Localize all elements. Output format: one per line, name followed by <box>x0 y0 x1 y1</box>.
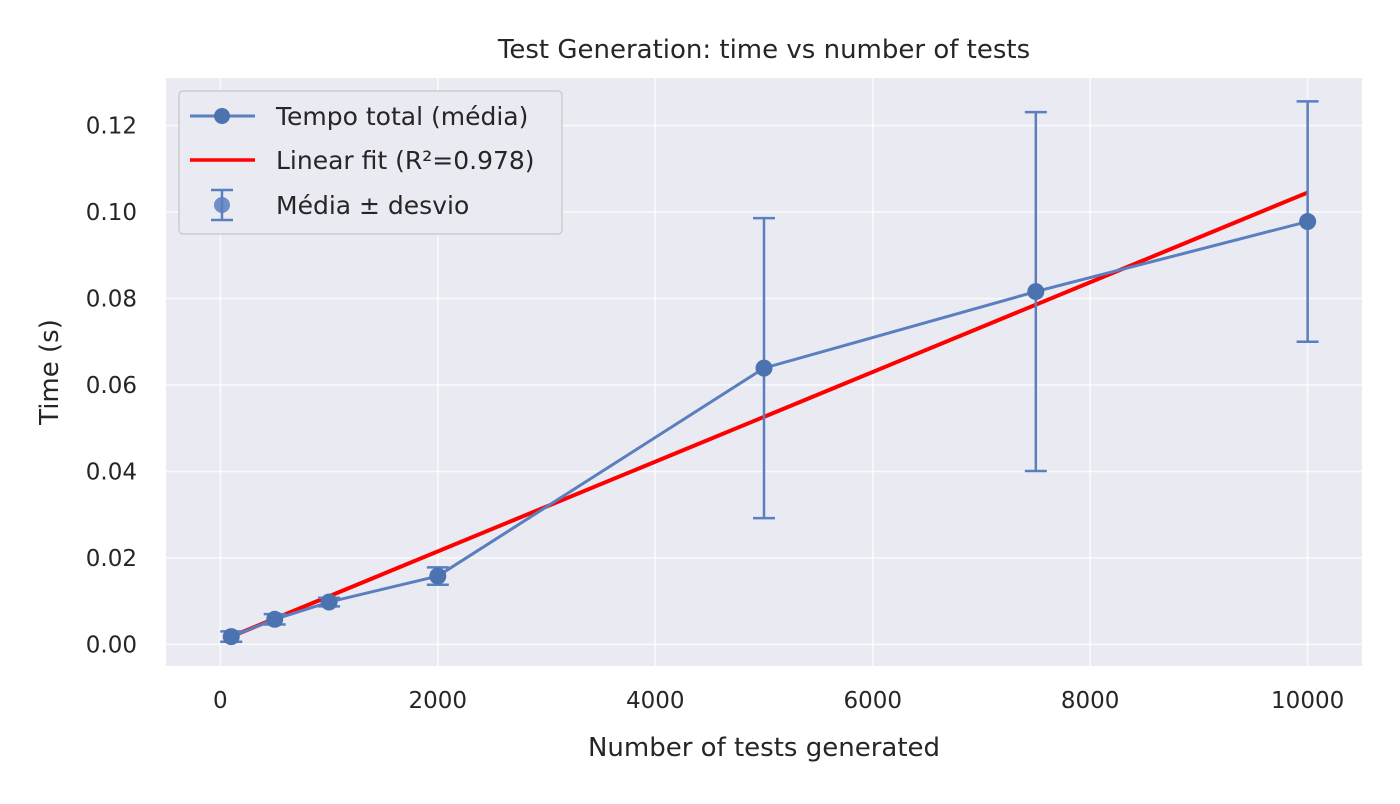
data-point <box>266 610 284 628</box>
y-axis-label: Time (s) <box>35 319 65 426</box>
legend-entry-fit: Linear fit (R²=0.978) <box>190 146 535 175</box>
data-point <box>1027 283 1045 301</box>
data-point <box>1299 213 1317 231</box>
y-tick-label: 0.04 <box>86 459 137 485</box>
x-tick-label: 10000 <box>1271 688 1344 714</box>
legend-series-label: Tempo total (média) <box>275 102 528 131</box>
x-axis-label: Number of tests generated <box>588 733 940 763</box>
legend-series-marker <box>214 108 230 124</box>
legend-errorbar-label: Média ± desvio <box>276 191 469 220</box>
x-tick-label: 2000 <box>409 688 468 714</box>
legend-errorbar-marker <box>214 197 230 213</box>
data-point <box>222 628 240 646</box>
legend-box <box>178 90 563 235</box>
y-tick-label: 0.06 <box>86 373 137 399</box>
legend-fit-label: Linear fit (R²=0.978) <box>276 146 535 175</box>
y-tick-label: 0.12 <box>86 114 137 140</box>
x-tick-label: 4000 <box>626 688 685 714</box>
data-point <box>320 593 338 611</box>
data-point <box>429 567 447 585</box>
y-tick-label: 0.10 <box>86 200 137 226</box>
chart-title: Test Generation: time vs number of tests <box>497 35 1030 65</box>
legend-entry-errorbar: Média ± desvio <box>211 188 469 222</box>
y-tick-label: 0.00 <box>86 632 137 658</box>
y-tick-label: 0.02 <box>86 546 137 572</box>
legend-entry-series: Tempo total (média) <box>190 102 528 131</box>
x-tick-label: 0 <box>213 688 228 714</box>
y-tick-label: 0.08 <box>86 287 137 313</box>
legend: Tempo total (média) Linear fit (R²=0.978… <box>178 90 563 235</box>
x-tick-label: 8000 <box>1061 688 1120 714</box>
x-axis-ticks: 0 2000 4000 6000 8000 10000 <box>213 688 1344 714</box>
x-tick-label: 6000 <box>843 688 902 714</box>
y-axis-ticks: 0.00 0.02 0.04 0.06 0.08 0.10 0.12 <box>86 114 137 659</box>
data-point <box>755 359 773 377</box>
marker-layer <box>222 213 1317 646</box>
